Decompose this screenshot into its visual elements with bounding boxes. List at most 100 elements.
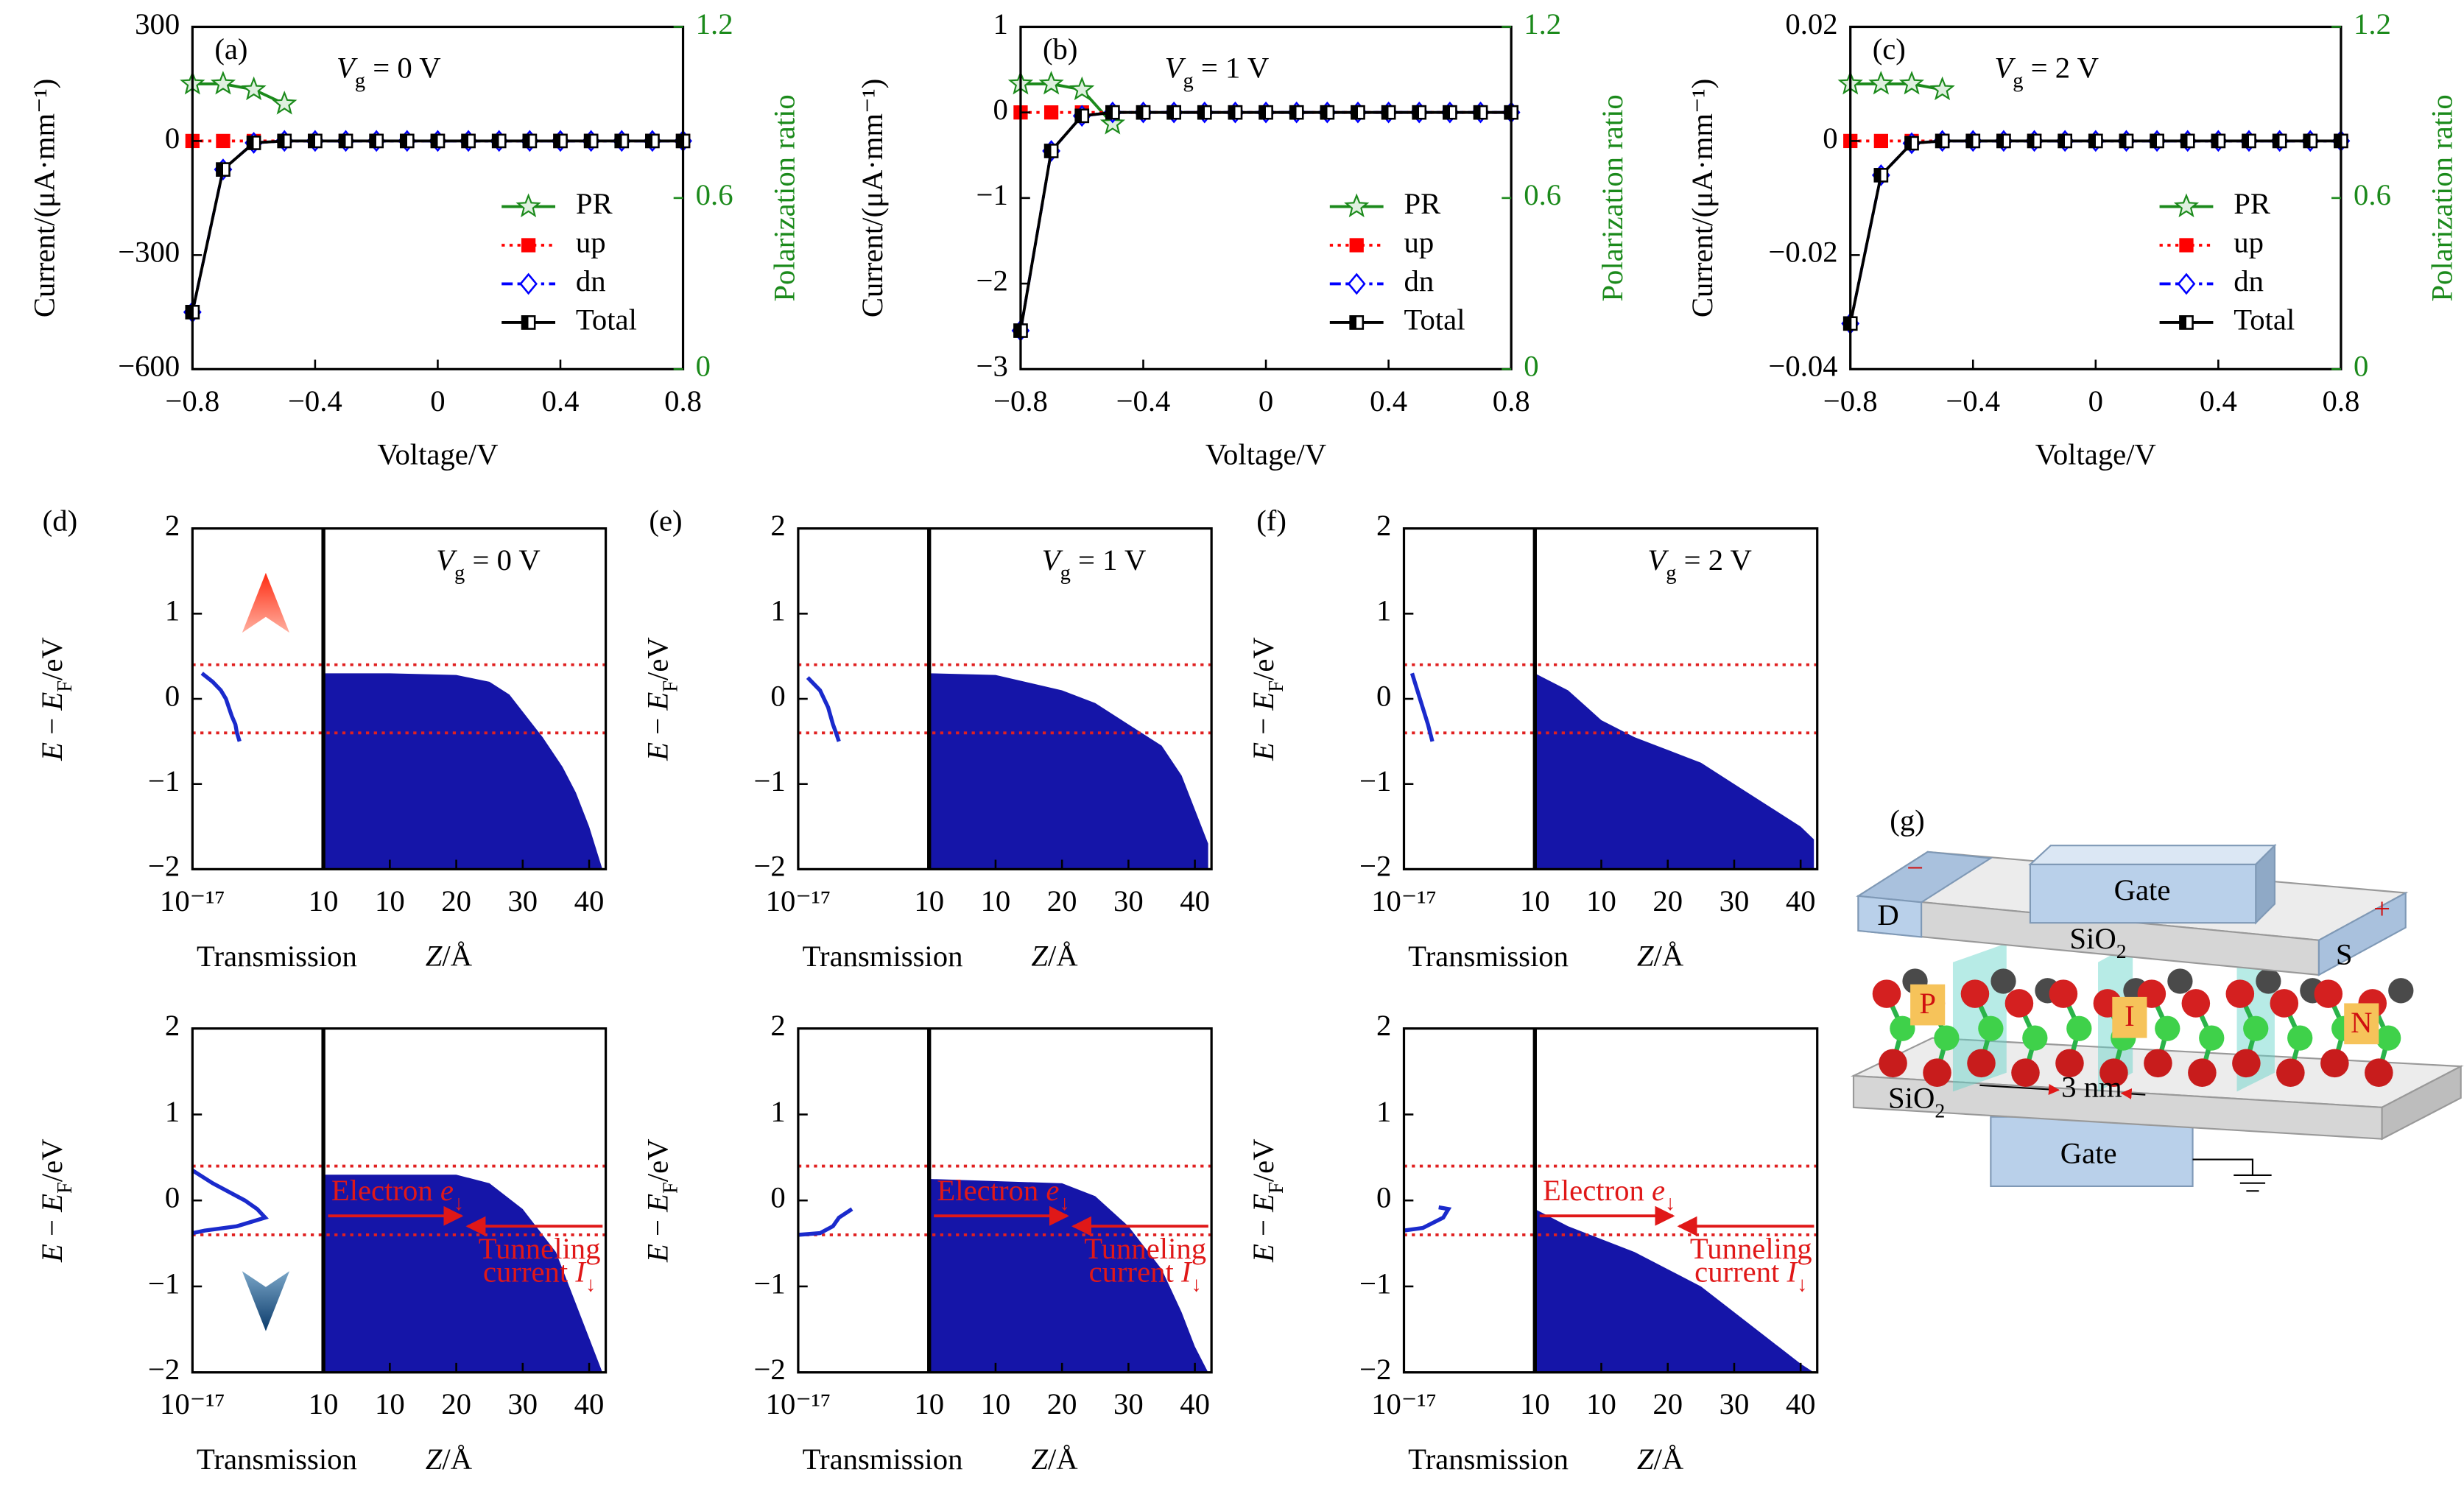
y-tick-label: 0 xyxy=(993,93,1007,126)
legend-label: Total xyxy=(2234,303,2295,336)
series-line xyxy=(1848,139,2341,324)
y-tick-label: 1 xyxy=(993,7,1007,41)
marker xyxy=(1043,105,1059,120)
atom xyxy=(1978,1015,2004,1041)
x-tick-label: 30 xyxy=(1719,1387,1750,1420)
legend-label: PR xyxy=(576,187,613,220)
x-tick-label: −0.8 xyxy=(993,384,1048,418)
y-axis-label-part: E xyxy=(35,692,68,711)
x-tick-label: 10 xyxy=(981,1387,1011,1420)
x-axis-label: Transmission xyxy=(1408,1443,1569,1476)
tunneling-note-part: ↓ xyxy=(1191,1274,1202,1297)
y-tick-label: 2 xyxy=(165,1009,180,1042)
atom xyxy=(2049,979,2078,1008)
y-axis-label-part: E xyxy=(641,1244,675,1263)
gate-label: Gate xyxy=(2060,1137,2117,1170)
electron-note-part: ↓ xyxy=(1059,1192,1069,1215)
series-line xyxy=(1019,110,1512,331)
oxide-label: SiO2 xyxy=(2069,922,2126,963)
x-tick-label: 10 xyxy=(1520,1387,1550,1420)
x-tick-label: 0.8 xyxy=(664,384,702,418)
y-tick-label: 1 xyxy=(770,1095,785,1128)
marker xyxy=(216,162,230,177)
marker xyxy=(1166,105,1181,120)
y-axis-label-part: F xyxy=(660,1182,683,1194)
marker xyxy=(1320,105,1335,120)
x-tick-label: 10 xyxy=(1586,884,1616,918)
panel-label: (a) xyxy=(214,32,247,66)
annotation-part: = 0 V xyxy=(465,543,540,577)
marker xyxy=(521,238,536,253)
x-tick-label: 30 xyxy=(1113,884,1144,918)
annotation-part: g xyxy=(1183,69,1194,92)
marker xyxy=(1443,105,1457,120)
y-tick-label: −2 xyxy=(148,1353,180,1386)
y-tick-label: −2 xyxy=(1359,1353,1391,1386)
y2-tick-label: 1.2 xyxy=(1524,7,1561,41)
x-tick-label: 40 xyxy=(574,1387,605,1420)
plot-frame xyxy=(191,527,608,870)
marker xyxy=(1898,71,1924,95)
y-tick-label: 0.02 xyxy=(1785,7,1837,41)
y2-tick-label: 0.6 xyxy=(696,178,733,211)
marker xyxy=(2211,133,2226,149)
x-axis-label: Transmission xyxy=(1408,940,1569,973)
x-tick-label: −0.4 xyxy=(1946,384,2000,418)
marker xyxy=(1349,238,1364,253)
marker xyxy=(491,133,507,149)
annotation: Vg = 1 V xyxy=(1042,543,1147,585)
y-axis-label-part: /eV xyxy=(641,637,675,680)
y-tick-label: −1 xyxy=(1359,764,1391,797)
y-axis-label-part: E xyxy=(35,1194,68,1213)
x-tick-label: 20 xyxy=(441,884,471,918)
x-tick-label: 10 xyxy=(1520,884,1550,918)
tunneling-note-part: ↓ xyxy=(585,1274,596,1297)
panel-label: (f) xyxy=(1256,504,1286,538)
transmission-curve xyxy=(200,672,242,742)
x-tick-label: 0.4 xyxy=(542,384,580,418)
marker xyxy=(1197,105,1212,120)
atom xyxy=(2225,979,2255,1008)
x-tick-label: 40 xyxy=(1180,1387,1210,1420)
gate-label: Gate xyxy=(2114,873,2171,906)
marker xyxy=(1105,105,1120,120)
transmission-curve xyxy=(798,1207,853,1237)
atom xyxy=(1890,1015,1915,1041)
density-area xyxy=(323,673,603,870)
y-axis-label-part: F xyxy=(1265,680,1288,692)
y-tick-label: 0 xyxy=(165,679,180,712)
legend-label: dn xyxy=(2234,264,2264,297)
y-tick-label: −1 xyxy=(148,1267,180,1300)
annotation-part: = 2 V xyxy=(2024,52,2099,85)
marker xyxy=(553,133,568,149)
marker xyxy=(1038,71,1064,95)
y-tick-label: 1 xyxy=(165,1095,180,1128)
y-tick-label: −2 xyxy=(1359,850,1391,883)
x-tick-label: 10 xyxy=(914,1387,944,1420)
marker xyxy=(2088,133,2103,149)
direction-icon xyxy=(242,1271,290,1331)
y-tick-label: 1 xyxy=(1376,1095,1391,1128)
atom xyxy=(2232,1049,2261,1078)
y-tick-label: −1 xyxy=(148,764,180,797)
y-axis-label-part: E xyxy=(35,742,68,761)
x-axis-label-part: /Å xyxy=(442,940,472,973)
y-axis-label: E − EF/eV xyxy=(1247,1138,1288,1263)
series-line xyxy=(191,139,683,313)
y-tick-label: 0 xyxy=(165,1181,180,1214)
legend-label: up xyxy=(2234,225,2264,258)
region-box xyxy=(2112,996,2147,1038)
tunneling-note-part: ↓ xyxy=(1797,1274,1807,1297)
transmission-curve xyxy=(806,676,841,742)
legend-label: PR xyxy=(2234,187,2271,220)
annotation-part: g xyxy=(454,562,465,585)
electron-note: Electron e↓ xyxy=(937,1175,1069,1216)
y-axis-label-part: E xyxy=(641,1194,675,1213)
x-axis-label-part: /Å xyxy=(1048,940,1078,973)
transmission-curve xyxy=(1404,1205,1452,1233)
marker xyxy=(1935,133,1950,149)
marker xyxy=(2150,133,2164,149)
atom xyxy=(2270,989,2299,1018)
tunneling-note-part: I xyxy=(1787,1256,1799,1289)
